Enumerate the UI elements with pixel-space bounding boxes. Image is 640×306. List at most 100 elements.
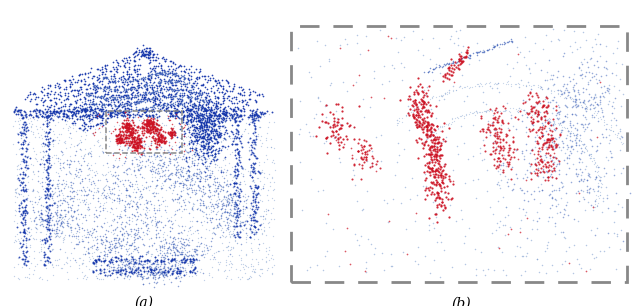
Point [447,196,457,201]
Point [445,196,456,201]
Point [173,223,184,228]
Point [251,134,261,139]
Point [147,123,157,128]
Point [232,169,243,174]
Point [195,142,205,147]
Point [90,160,100,165]
Point [436,178,447,183]
Point [460,55,470,60]
Point [80,251,90,256]
Point [249,269,259,274]
Point [568,270,578,275]
Point [231,202,241,207]
Point [193,130,204,135]
Point [200,141,211,146]
Point [208,111,218,116]
Point [168,236,178,241]
Point [189,181,199,186]
Point [468,177,478,182]
Point [528,105,538,110]
Point [143,268,154,273]
Point [331,129,341,133]
Point [44,126,54,131]
Point [132,133,143,138]
Point [148,117,158,122]
Point [432,158,442,162]
Point [147,48,157,53]
Point [109,192,119,196]
Point [42,204,52,209]
Point [259,228,269,233]
Point [553,117,563,121]
Point [221,214,231,219]
Point [263,198,273,203]
Point [159,70,170,75]
Point [88,192,99,197]
Point [448,61,458,65]
Point [61,181,72,186]
Point [342,42,352,47]
Point [194,91,204,95]
Point [95,249,106,254]
Point [189,102,199,107]
Point [68,231,78,236]
Point [151,222,161,227]
Point [492,42,502,47]
Point [593,201,604,206]
Point [104,223,114,228]
Point [164,117,175,122]
Point [191,136,202,141]
Point [121,229,131,233]
Point [170,265,180,270]
Point [554,111,564,116]
Point [79,120,90,125]
Point [130,141,140,146]
Point [165,94,175,99]
Point [173,79,183,84]
Point [433,169,444,174]
Point [183,76,193,80]
Point [606,117,616,122]
Point [321,120,332,125]
Point [531,156,541,161]
Point [239,90,249,95]
Point [144,53,154,58]
Point [150,217,161,222]
Point [131,141,141,146]
Point [436,93,446,98]
Point [92,237,102,241]
Point [457,56,467,61]
Point [164,247,175,252]
Point [581,105,591,110]
Point [543,116,553,121]
Point [140,154,150,159]
Point [232,113,242,118]
Point [155,128,165,132]
Point [166,145,176,150]
Point [161,104,171,109]
Point [417,106,428,110]
Point [171,73,181,77]
Point [88,249,99,254]
Point [122,262,132,267]
Point [161,272,171,277]
Point [199,248,209,253]
Point [532,171,542,176]
Point [552,116,562,121]
Point [200,156,211,161]
Point [28,272,38,277]
Point [608,51,618,56]
Point [154,109,164,114]
Point [159,161,169,166]
Point [83,113,93,118]
Point [524,90,534,95]
Point [149,208,159,213]
Point [227,164,237,169]
Point [184,111,194,116]
Point [493,109,503,114]
Point [203,78,213,83]
Point [81,108,91,113]
Point [173,95,184,100]
Point [124,259,134,264]
Point [209,225,220,230]
